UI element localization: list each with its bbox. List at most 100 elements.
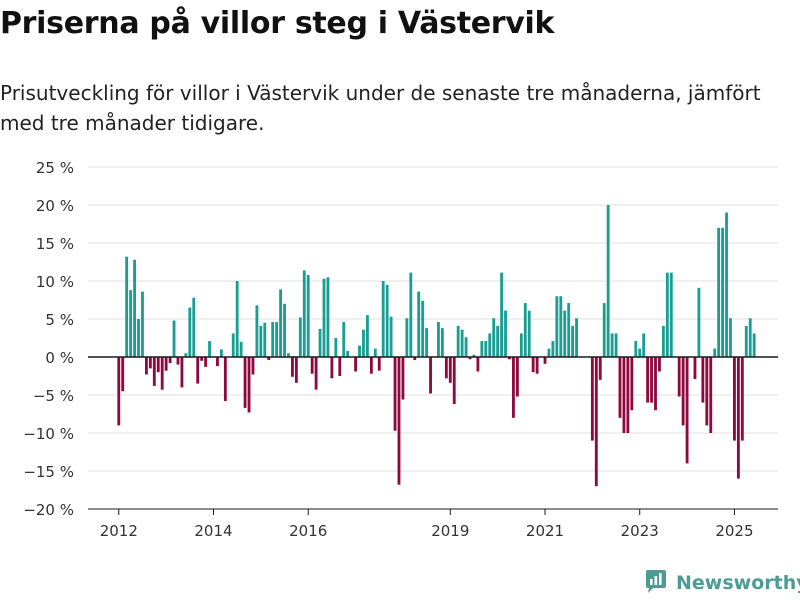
bar xyxy=(405,318,409,357)
bar xyxy=(322,278,326,357)
bar xyxy=(642,333,646,357)
x-tick-label: 2023 xyxy=(621,522,659,540)
bar xyxy=(294,357,298,383)
bar xyxy=(717,227,721,357)
bar xyxy=(239,341,243,357)
bar xyxy=(148,357,152,369)
y-tick-label: −10 % xyxy=(23,425,74,443)
bar xyxy=(468,357,472,360)
bar xyxy=(448,357,452,383)
bar xyxy=(208,341,211,357)
bar xyxy=(535,357,539,374)
bar xyxy=(373,348,377,357)
bar xyxy=(464,337,468,357)
bar xyxy=(500,272,504,357)
bar xyxy=(697,287,701,357)
bar xyxy=(748,318,752,357)
bar xyxy=(701,357,705,403)
bar xyxy=(156,357,160,373)
bar xyxy=(654,357,657,411)
y-tick-label: 20 % xyxy=(36,197,74,215)
bar xyxy=(650,357,653,403)
bar xyxy=(527,310,531,357)
bar xyxy=(144,357,148,375)
bar xyxy=(693,357,697,380)
bar xyxy=(646,357,650,403)
bar xyxy=(137,319,140,357)
bar xyxy=(476,357,480,372)
bar xyxy=(460,329,464,357)
bar xyxy=(492,318,496,357)
bar xyxy=(547,348,551,357)
bar xyxy=(200,357,204,361)
bar xyxy=(172,320,176,357)
bar xyxy=(180,357,184,388)
x-tick-label: 2016 xyxy=(289,522,327,540)
bar xyxy=(196,357,200,384)
bar xyxy=(610,333,614,357)
bar xyxy=(176,357,180,365)
newsworthy-brand: Newsworthy xyxy=(644,568,800,598)
x-tick-label: 2014 xyxy=(194,522,232,540)
bar xyxy=(740,357,744,441)
bar xyxy=(310,357,314,374)
y-tick-label: −20 % xyxy=(23,501,74,519)
bar xyxy=(602,303,606,357)
bar xyxy=(247,357,251,413)
bar xyxy=(437,322,440,357)
bar xyxy=(555,296,559,357)
bar xyxy=(164,357,168,371)
bar xyxy=(681,357,685,426)
bar xyxy=(259,325,263,357)
bar xyxy=(480,341,484,357)
bar xyxy=(484,341,488,357)
bar xyxy=(385,284,389,357)
bar xyxy=(488,333,492,357)
bar xyxy=(630,357,634,411)
value-annotation: 3 % xyxy=(746,0,778,5)
newsworthy-logo-icon xyxy=(644,568,668,598)
bar xyxy=(298,317,302,357)
y-tick-label: 5 % xyxy=(45,311,74,329)
bar xyxy=(314,357,318,390)
bar xyxy=(504,310,507,357)
bar xyxy=(531,357,535,373)
bar xyxy=(661,325,665,357)
chart-title: Priserna på villor steg i Västervik xyxy=(0,6,555,41)
bar xyxy=(243,357,247,408)
y-tick-label: −5 % xyxy=(33,387,74,405)
bar xyxy=(275,322,279,357)
bar xyxy=(658,357,661,372)
bar xyxy=(291,357,294,377)
bar xyxy=(444,357,448,379)
bar xyxy=(523,303,527,357)
bar xyxy=(160,357,164,390)
bar xyxy=(365,315,369,357)
x-tick-label: 2012 xyxy=(100,522,138,540)
bar xyxy=(685,357,689,464)
bar xyxy=(729,318,732,357)
bar xyxy=(705,357,709,426)
bar xyxy=(614,333,618,357)
bar xyxy=(287,353,290,357)
y-tick-label: 10 % xyxy=(36,273,74,291)
bar xyxy=(184,353,188,357)
annotation-label: 3 % xyxy=(746,0,778,5)
bar xyxy=(752,333,756,357)
bar xyxy=(709,357,713,433)
bar xyxy=(618,357,622,418)
bar xyxy=(393,357,397,431)
bar xyxy=(255,305,259,357)
x-tick-label: 2019 xyxy=(431,522,469,540)
bar xyxy=(543,357,547,364)
bar xyxy=(330,357,334,379)
bar xyxy=(358,345,361,357)
bar xyxy=(417,291,421,357)
bar xyxy=(168,357,172,364)
bar xyxy=(362,329,365,357)
bar xyxy=(381,281,385,357)
x-tick-label: 2021 xyxy=(526,522,564,540)
bar xyxy=(369,357,373,374)
bar xyxy=(219,349,223,357)
